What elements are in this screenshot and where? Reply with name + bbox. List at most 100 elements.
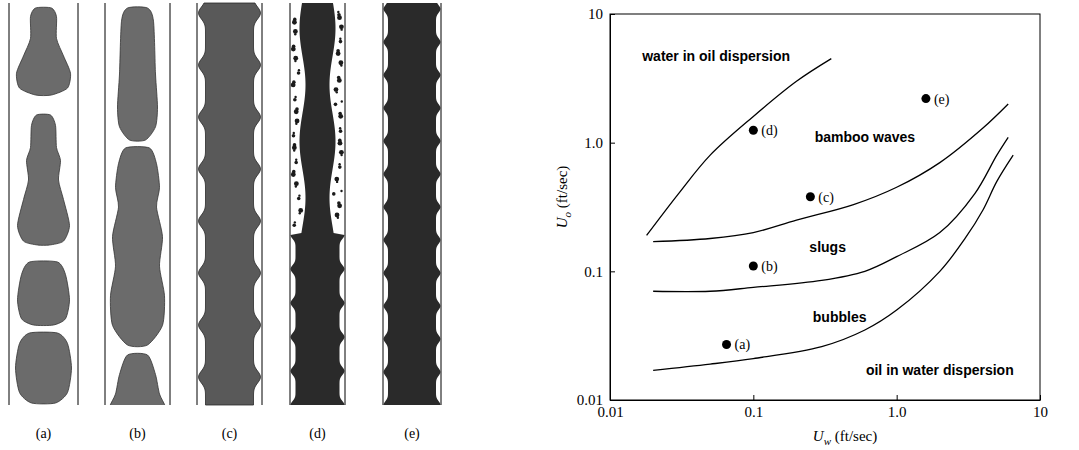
tick: 10	[588, 6, 615, 22]
y-axis-line	[610, 15, 611, 401]
water-droplet	[336, 181, 338, 183]
water-droplet	[294, 60, 296, 62]
water-droplet	[294, 221, 296, 223]
oil-core	[291, 3, 345, 405]
data-point	[806, 192, 815, 201]
water-droplet	[340, 64, 342, 66]
region-label: oil in water dispersion	[866, 362, 1014, 378]
x-axis-title: Uw (ft/sec)	[813, 428, 877, 447]
water-droplet	[292, 223, 296, 227]
tick-label: 10	[1033, 404, 1048, 420]
tube-illustration: (e)	[383, 3, 441, 442]
labels: (a)(b)(c)(d)(e)water in oil dispersionba…	[641, 48, 1014, 378]
tick: 1.0	[584, 135, 615, 151]
boundary-curve	[653, 137, 1008, 291]
water-droplet	[298, 69, 300, 71]
tick-label: 0.1	[744, 404, 763, 420]
figure: (a)(b)(c)(d)(e)0.010.11.0100.010.11.010U…	[0, 0, 1079, 450]
flow-shapes	[384, 3, 441, 405]
tube-wall	[170, 3, 171, 405]
tube-wall	[290, 3, 291, 405]
region-label: slugs	[809, 239, 846, 255]
plot-area	[647, 59, 1014, 371]
oil-slug	[118, 7, 158, 141]
water-droplet	[295, 158, 297, 160]
water-droplet	[294, 96, 296, 98]
water-droplet	[291, 172, 296, 177]
point-label: (e)	[934, 92, 950, 108]
tick-mark	[1040, 395, 1041, 400]
water-droplet	[339, 129, 343, 133]
x-axis-line	[611, 400, 1041, 401]
water-droplet	[291, 83, 296, 88]
data-point	[749, 262, 758, 271]
water-droplet	[339, 40, 343, 44]
boundary-curve	[653, 155, 1013, 370]
boundary-curve	[653, 104, 1008, 242]
water-droplet	[338, 141, 343, 146]
tick: 0.1	[584, 264, 615, 280]
water-droplet	[294, 109, 299, 114]
water-droplet	[337, 203, 342, 208]
tube-wall	[197, 3, 198, 405]
tick-label: 1.0	[888, 404, 907, 420]
tube-wall	[441, 3, 442, 405]
water-droplet	[298, 194, 300, 196]
water-droplet	[337, 11, 339, 13]
oil-drop	[18, 114, 70, 245]
water-droplet	[340, 28, 342, 30]
water-droplet	[335, 213, 340, 218]
tick: 10	[1033, 395, 1048, 420]
tick-mark	[610, 400, 615, 401]
bamboo-core	[384, 3, 441, 405]
water-droplet	[338, 165, 342, 169]
tube-wall	[78, 3, 79, 405]
tube-illustration: (a)	[9, 3, 78, 442]
tick-label: 0.01	[577, 392, 603, 408]
oil-drop	[18, 261, 70, 326]
water-droplet	[340, 190, 342, 192]
illustration-label: (b)	[129, 426, 146, 442]
tick: 1.0	[888, 395, 907, 420]
water-droplet	[293, 149, 295, 151]
point-label: (d)	[761, 123, 778, 139]
water-droplet	[338, 60, 343, 65]
water-droplet	[295, 123, 297, 125]
water-droplet	[293, 132, 295, 134]
tick-label: 1.0	[584, 135, 603, 151]
tube-illustration: (c)	[197, 3, 262, 442]
tick-label: 10	[588, 6, 603, 22]
tick-mark	[610, 271, 615, 272]
tick-mark	[610, 143, 615, 144]
water-droplet	[294, 161, 298, 165]
water-droplet	[295, 119, 300, 124]
water-droplet	[338, 114, 343, 119]
tube-cut	[103, 405, 172, 425]
water-droplet	[339, 127, 341, 129]
water-droplet	[297, 197, 301, 201]
water-droplet	[334, 87, 339, 92]
region-label: bubbles	[813, 309, 867, 325]
illustration-label: (d)	[309, 426, 326, 442]
tube-illustration: (b)	[103, 3, 172, 442]
water-droplet	[336, 91, 338, 93]
water-droplet	[294, 33, 296, 35]
water-droplet	[341, 100, 343, 102]
bamboo-core	[199, 3, 261, 405]
tube-wall	[383, 3, 384, 405]
tick: 0.1	[744, 395, 763, 420]
data-point	[722, 340, 731, 349]
y-axis-title: Uo (ft/sec)	[554, 166, 573, 229]
water-droplet	[297, 71, 301, 75]
flow-shapes	[199, 3, 261, 405]
water-droplet	[298, 208, 303, 213]
tube-wall	[105, 3, 106, 405]
water-droplet	[299, 212, 301, 214]
water-droplet	[337, 15, 342, 20]
region-label: water in oil dispersion	[641, 48, 790, 64]
water-droplet	[339, 38, 341, 40]
boundary-curve	[647, 59, 832, 236]
tube-wall	[345, 3, 346, 405]
tube-wall	[262, 3, 263, 405]
illustration-label: (c)	[222, 426, 238, 442]
